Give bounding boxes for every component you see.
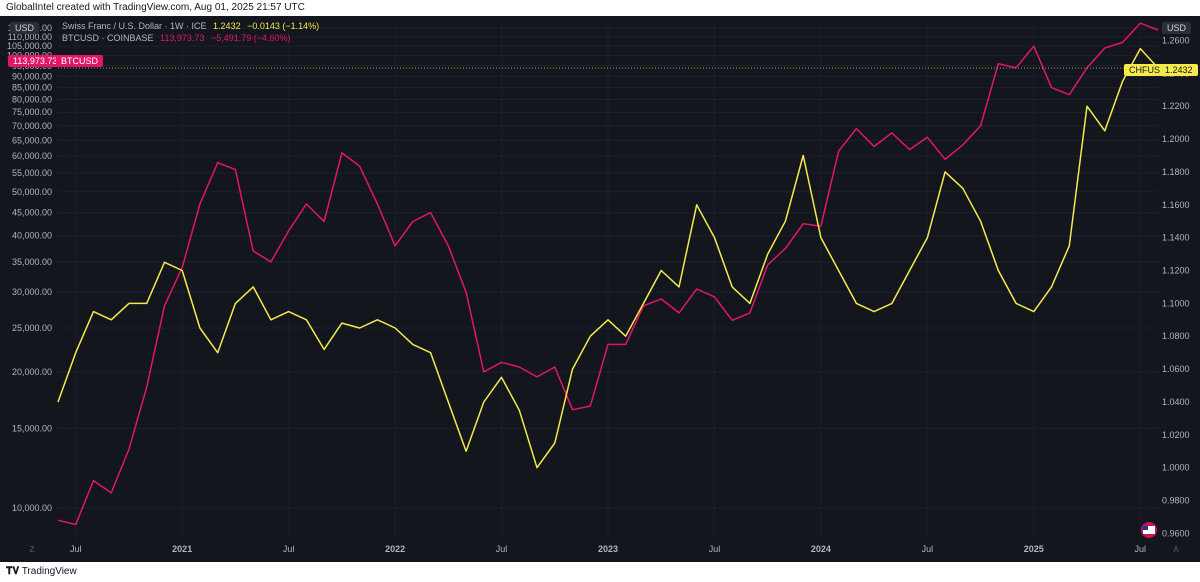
left-axis-tick: 40,000.00 bbox=[12, 231, 52, 241]
left-axis-tick: 65,000.00 bbox=[12, 135, 52, 145]
left-axis-tick: 85,000.00 bbox=[12, 83, 52, 93]
flag-canton bbox=[1143, 526, 1148, 530]
time-axis-tick: Jul bbox=[70, 544, 82, 554]
chf-price-tag: 1.2432 bbox=[1160, 64, 1198, 76]
left-currency-badge[interactable]: USD bbox=[10, 22, 40, 34]
left-axis-tick: 70,000.00 bbox=[12, 121, 52, 131]
series-lines bbox=[57, 22, 1159, 526]
legend-btc-change: −5,491.79 (−4.60%) bbox=[210, 33, 291, 43]
time-axis[interactable]: Jul 2021 Jul 2022 Jul 2023 Jul 2024 Jul 2025 Jul bbox=[70, 544, 1146, 554]
time-axis-tick: 2025 bbox=[1024, 544, 1044, 554]
right-axis-tick: 1.0800 bbox=[1162, 331, 1190, 341]
time-axis-tick: 2023 bbox=[598, 544, 618, 554]
chart-footer: 𝐓𝐕 TradingView bbox=[0, 562, 1200, 582]
right-axis-tick: 1.2200 bbox=[1162, 101, 1190, 111]
right-axis-tick: 1.0400 bbox=[1162, 397, 1190, 407]
chart-svg[interactable]: 10,000.00 15,000.00 20,000.00 25,000.00 30,0… bbox=[0, 16, 1200, 560]
chf-symbol-tag: CHFUSD bbox=[1124, 64, 1172, 76]
right-axis-tick: 1.1000 bbox=[1162, 298, 1190, 308]
time-axis-tick: Jul bbox=[496, 544, 508, 554]
btc-symbol-tag: BTCUSD bbox=[56, 55, 104, 67]
chart-header: GlobalIntel created with TradingView.com… bbox=[0, 0, 1200, 16]
legend-chf-value: 1.2432 bbox=[213, 21, 241, 31]
right-axis-tick: 1.1600 bbox=[1162, 200, 1190, 210]
btcusd-series-line bbox=[57, 22, 1159, 526]
time-axis-tick: Jul bbox=[709, 544, 721, 554]
header-text: GlobalIntel created with TradingView.com… bbox=[6, 2, 305, 13]
left-axis-tick: 80,000.00 bbox=[12, 95, 52, 105]
auto-scale-toggle-a[interactable]: A bbox=[1173, 545, 1179, 554]
right-axis-tick: 1.1800 bbox=[1162, 167, 1190, 177]
btc-price-tag-value: 113,973.73 bbox=[13, 56, 58, 66]
right-axis-tick: 1.0000 bbox=[1162, 463, 1190, 473]
time-axis-tick: 2021 bbox=[172, 544, 192, 554]
footer-brand: TradingView bbox=[21, 566, 77, 577]
left-axis-tick: 45,000.00 bbox=[12, 208, 52, 218]
right-currency-badge[interactable]: USD bbox=[1162, 22, 1192, 34]
left-axis-tick: 50,000.00 bbox=[12, 187, 52, 197]
left-axis-tick: 30,000.00 bbox=[12, 287, 52, 297]
chart-area[interactable]: 10,000.00 15,000.00 20,000.00 25,000.00 30,0… bbox=[0, 16, 1200, 560]
left-axis-tick: 110,000.00 bbox=[8, 32, 52, 42]
left-axis-tick: 75,000.00 bbox=[12, 107, 52, 117]
flag-stripe bbox=[1143, 526, 1155, 534]
left-axis-tick: 25,000.00 bbox=[12, 323, 52, 333]
right-axis-tick: 0.9600 bbox=[1162, 528, 1190, 538]
legend-chf-change: −0.0143 (−1.14%) bbox=[247, 21, 320, 31]
flag-badge[interactable] bbox=[1141, 522, 1157, 538]
right-axis-tick: 1.0600 bbox=[1162, 364, 1190, 374]
legend-row-btc[interactable]: BTCUSD · COINBASE 113,973.73 −5,491.79 (… bbox=[62, 32, 291, 44]
legend-btc-name: BTCUSD · COINBASE bbox=[62, 33, 154, 43]
right-axis-tick: 1.1400 bbox=[1162, 233, 1190, 243]
left-axis-tick: 90,000.00 bbox=[12, 71, 52, 81]
left-axis-tick: 55,000.00 bbox=[12, 168, 52, 178]
right-axis-tick: 0.9800 bbox=[1162, 496, 1190, 506]
tradingview-logo-icon: 𝐓𝐕 bbox=[6, 566, 20, 577]
log-scale-toggle-z[interactable]: Z bbox=[30, 545, 35, 554]
chfusd-series-line bbox=[57, 47, 1159, 469]
btc-price-tag: 113,973.73 bbox=[8, 55, 63, 67]
time-axis-tick: 2024 bbox=[811, 544, 831, 554]
right-axis-tick: 1.0200 bbox=[1162, 430, 1190, 440]
grid bbox=[58, 24, 1158, 540]
legend-chf-name: Swiss Franc / U.S. Dollar · 1W · ICE bbox=[62, 21, 207, 31]
left-axis-tick: 10,000.00 bbox=[12, 503, 52, 513]
time-axis-tick: Jul bbox=[922, 544, 934, 554]
left-price-axis[interactable]: 10,000.00 15,000.00 20,000.00 25,000.00 30,0… bbox=[7, 23, 52, 513]
right-axis-tick: 1.1200 bbox=[1162, 265, 1190, 275]
left-axis-tick: 20,000.00 bbox=[12, 367, 52, 377]
left-axis-tick: 35,000.00 bbox=[12, 257, 52, 267]
right-axis-tick: 1.2000 bbox=[1162, 134, 1190, 144]
right-axis-tick: 1.2600 bbox=[1162, 35, 1190, 45]
legend-row-chf[interactable]: Swiss Franc / U.S. Dollar · 1W · ICE 1.2… bbox=[62, 20, 319, 32]
time-axis-tick: 2022 bbox=[385, 544, 405, 554]
time-axis-tick: Jul bbox=[1135, 544, 1147, 554]
legend-btc-value: 113,973.73 bbox=[160, 33, 205, 43]
left-axis-tick: 15,000.00 bbox=[12, 423, 52, 433]
right-price-axis[interactable]: 0.9600 0.9800 1.0000 1.0200 1.0400 1.0600 1.08… bbox=[1162, 35, 1190, 538]
left-axis-tick: 60,000.00 bbox=[12, 151, 52, 161]
left-axis-tick: 105,000.00 bbox=[7, 41, 52, 51]
time-axis-tick: Jul bbox=[283, 544, 295, 554]
